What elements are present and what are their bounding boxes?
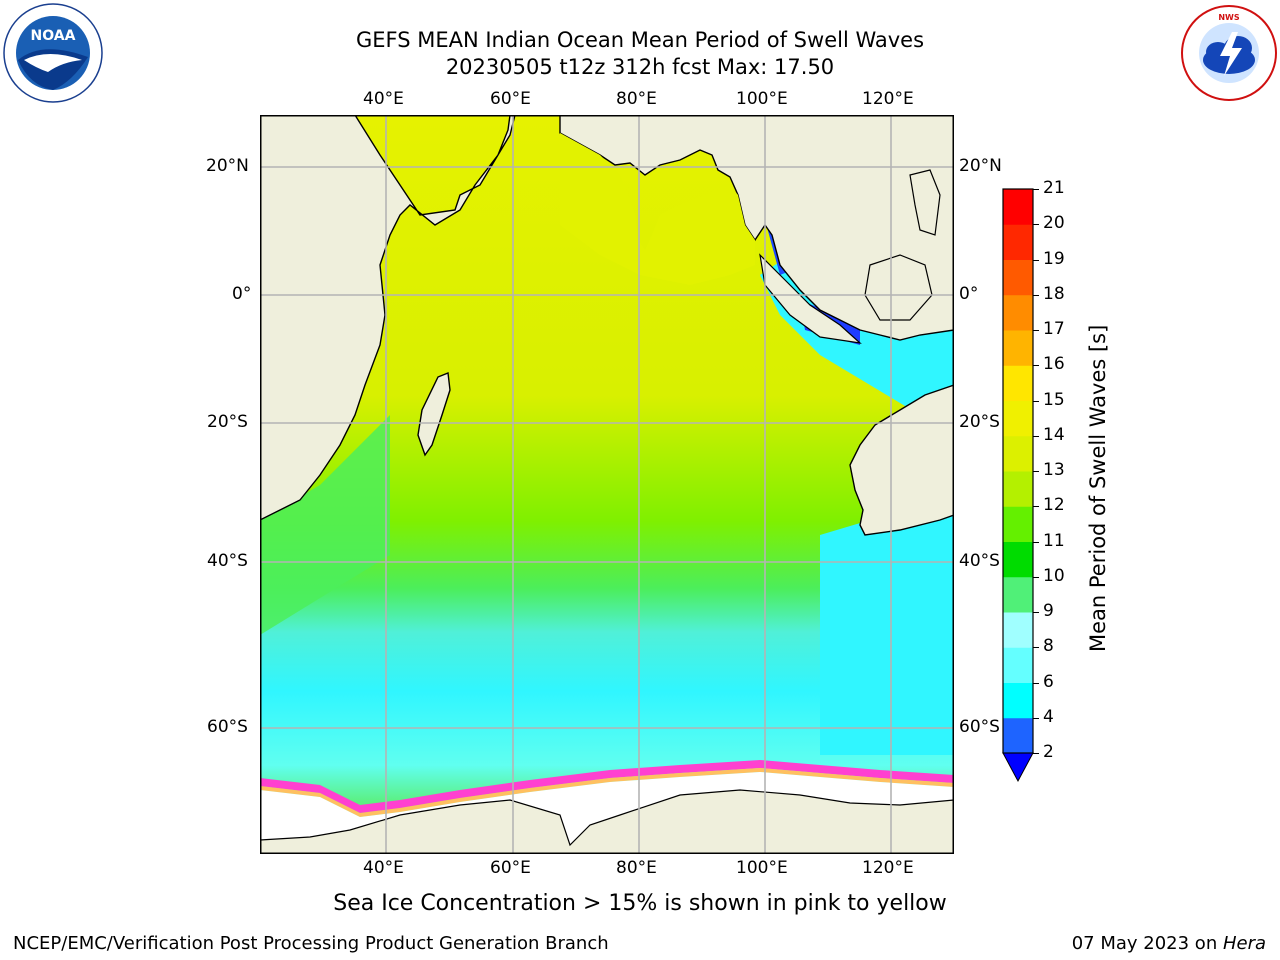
footer-machine: Hera (1222, 933, 1266, 954)
colorbar-tick-label: 16 (1043, 354, 1065, 375)
svg-text:NWS: NWS (1218, 13, 1240, 22)
sea-ice-note: Sea Ice Concentration > 15% is shown in … (333, 891, 947, 916)
land-borneo (864, 254, 933, 321)
lon-tick-bottom-120e: 120°E (862, 858, 914, 878)
colorbar-tick-label: 12 (1043, 495, 1065, 516)
colorbar-tick-mark (1033, 647, 1039, 649)
colorbar-label: Mean Period of Swell Waves [s] (1086, 324, 1110, 652)
lon-tick-top-40e: 40°E (363, 89, 404, 109)
land-philippines (909, 169, 941, 236)
colorbar-segment (1003, 330, 1033, 366)
colorbar-tick-label: 17 (1043, 319, 1065, 339)
colorbar-segment (1003, 224, 1033, 260)
colorbar-segment (1003, 400, 1033, 437)
colorbar-segment (1003, 294, 1033, 331)
colorbar-under-arrow (1002, 752, 1034, 783)
colorbar-tick-label: 21 (1043, 178, 1065, 198)
lat-tick-right-40s: 40°S (959, 551, 1000, 571)
colorbar-tick-mark (1033, 189, 1039, 190)
chart-title: GEFS MEAN Indian Ocean Mean Period of Sw… (355, 28, 925, 52)
colorbar-tick-label: 4 (1043, 706, 1054, 727)
footer-producer: NCEP/EMC/Verification Post Processing Pr… (13, 933, 609, 954)
colorbar-segment (1003, 435, 1033, 472)
colorbar-tick-label: 10 (1043, 565, 1065, 586)
colorbar-segment (1003, 576, 1033, 613)
land-antarctica (260, 789, 954, 854)
lat-tick-right-20s: 20°S (959, 412, 1000, 432)
footer-date-text: 07 May 2023 on (1071, 933, 1223, 954)
lon-tick-bottom-60e: 60°E (490, 858, 531, 878)
lat-tick-left-40s: 40°S (207, 551, 248, 571)
colorbar-tick-label: 14 (1043, 424, 1065, 445)
colorbar-tick-label: 9 (1043, 601, 1054, 621)
colorbar-segment (1003, 717, 1033, 754)
colorbar-tick-mark (1033, 717, 1039, 719)
footer-date: 07 May 2023 on Hera (1072, 933, 1266, 954)
colorbar-tick-mark (1033, 471, 1039, 472)
map-panel (260, 115, 954, 854)
sea-ice-edge (260, 760, 954, 813)
colorbar-tick-label: 15 (1043, 389, 1065, 410)
sea-ice-yellow-edge (260, 768, 954, 817)
colorbar-tick-mark (1033, 294, 1039, 296)
colorbar-segment (1003, 365, 1033, 401)
colorbar-tick-mark (1033, 753, 1039, 754)
colorbar-segment (1003, 682, 1033, 719)
colorbar-tick-label: 19 (1043, 248, 1065, 269)
colorbar-tick-label: 6 (1043, 671, 1054, 692)
colorbar-tick-mark (1033, 330, 1039, 331)
colorbar-tick-label: 18 (1043, 283, 1065, 304)
lon-tick-bottom-100e: 100°E (736, 858, 788, 878)
colorbar-tick-mark (1033, 682, 1039, 684)
lat-tick-left-20s: 20°S (207, 412, 248, 432)
lat-tick-right-60s: 60°S (959, 717, 1000, 737)
west-green-field (260, 415, 390, 635)
colorbar-segment (1003, 471, 1033, 507)
lon-tick-bottom-40e: 40°E (363, 858, 404, 878)
colorbar-tick-label: 2 (1043, 742, 1054, 762)
colorbar-tick-mark (1033, 506, 1039, 508)
southeast-cyan-field (820, 495, 954, 755)
colorbar-tick-label: 20 (1043, 213, 1065, 234)
colorbar-segment (1003, 541, 1033, 578)
noaa-logo-text: NOAA (31, 28, 76, 44)
noaa-logo: NOAA (3, 3, 103, 103)
lon-tick-top-80e: 80°E (616, 89, 657, 109)
chart-subtitle: 20230505 t12z 312h fcst Max: 17.50 (445, 55, 835, 79)
colorbar-tick-mark (1033, 365, 1039, 367)
colorbar-segment (1003, 647, 1033, 683)
land-africa (260, 115, 516, 521)
ocean-arabian-bay (560, 133, 755, 285)
lon-tick-top-120e: 120°E (862, 89, 914, 109)
colorbar-tick-mark (1033, 576, 1039, 578)
colorbar (1002, 188, 1034, 783)
colorbar-segment (1003, 189, 1033, 225)
colorbar-tick-mark (1033, 400, 1039, 402)
graticule (260, 115, 954, 854)
lat-tick-left-0: 0° (232, 284, 252, 304)
nws-logo: NWS (1181, 5, 1277, 101)
colorbar-segment (1003, 259, 1033, 296)
lon-tick-top-100e: 100°E (736, 89, 788, 109)
colorbar-segment (1003, 506, 1033, 542)
colorbar-tick-mark (1033, 259, 1039, 261)
colorbar-tick-mark (1033, 435, 1039, 437)
lon-tick-top-60e: 60°E (490, 89, 531, 109)
colorbar-segment (1003, 612, 1033, 648)
colorbar-tick-mark (1033, 612, 1039, 613)
colorbar-tick-mark (1033, 224, 1039, 226)
lat-tick-left-20n: 20°N (206, 156, 249, 176)
land-madagascar (417, 372, 451, 457)
colorbar-tick-label: 11 (1043, 530, 1065, 551)
lat-tick-left-60s: 60°S (207, 717, 248, 737)
colorbar-tick-mark (1033, 541, 1039, 543)
colorbar-tick-label: 13 (1043, 460, 1065, 480)
colorbar-tick-label: 8 (1043, 636, 1054, 657)
map-frame (260, 115, 954, 854)
colorbar-segments (1003, 189, 1033, 754)
lat-tick-right-20n: 20°N (959, 156, 1002, 176)
lat-tick-right-0: 0° (959, 284, 979, 304)
lon-tick-bottom-80e: 80°E (616, 858, 657, 878)
